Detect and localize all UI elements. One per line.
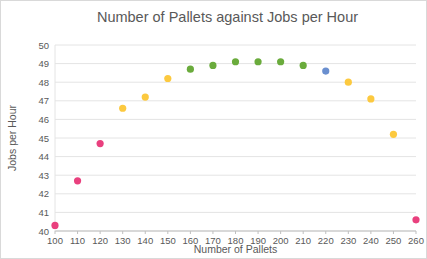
x-tick-label: 130 <box>115 235 131 246</box>
y-axis-label: Jobs per Hour <box>6 105 18 171</box>
chart: Number of Pallets against Jobs per Hour 4… <box>0 0 427 259</box>
x-tick-label: 260 <box>408 235 424 246</box>
point <box>74 177 81 184</box>
point <box>300 62 307 69</box>
grid-line <box>55 45 416 46</box>
y-axis <box>55 45 56 231</box>
x-tick-label: 220 <box>318 235 334 246</box>
grid-line <box>55 100 416 101</box>
y-tick-label: 41 <box>38 207 49 218</box>
y-tick-label: 43 <box>38 170 49 181</box>
x-axis-label: Number of Pallets <box>194 243 277 255</box>
x-tick-label: 140 <box>137 235 153 246</box>
grid-line <box>55 119 416 120</box>
point <box>187 66 194 73</box>
y-tick-label: 50 <box>38 40 49 51</box>
x-tick-label: 110 <box>70 235 85 246</box>
chart-background <box>1 1 427 259</box>
y-tick-label: 46 <box>38 114 49 125</box>
x-tick-label: 240 <box>363 235 379 246</box>
point <box>345 79 352 86</box>
y-tick-label: 42 <box>38 188 49 199</box>
grid-line <box>55 231 416 232</box>
point <box>412 216 419 223</box>
grid-line <box>55 138 416 139</box>
x-tick-label: 210 <box>295 235 311 246</box>
grid-line <box>55 82 416 83</box>
point <box>119 105 126 112</box>
y-tick-label: 48 <box>38 77 49 88</box>
x-axis <box>55 231 416 232</box>
y-tick-label: 49 <box>38 58 49 69</box>
point <box>51 222 58 229</box>
point <box>390 131 397 138</box>
title: Number of Pallets against Jobs per Hour <box>97 9 358 25</box>
x-tick-label: 150 <box>160 235 176 246</box>
point <box>277 58 284 65</box>
x-tick-label: 100 <box>47 235 63 246</box>
x-tick-label: 120 <box>92 235 108 246</box>
x-tick-label: 230 <box>340 235 356 246</box>
grid-line <box>55 156 416 157</box>
points <box>51 58 419 229</box>
x-tick-label: 250 <box>386 235 402 246</box>
point <box>142 93 149 100</box>
grid-line <box>55 175 416 176</box>
point <box>254 58 261 65</box>
point <box>232 58 239 65</box>
y-tick-label: 45 <box>38 133 49 144</box>
point <box>209 62 216 69</box>
point <box>322 67 329 74</box>
point <box>97 140 104 147</box>
grid-line <box>55 193 416 194</box>
point <box>164 75 171 82</box>
point <box>367 95 374 102</box>
y-tick-label: 44 <box>38 151 49 162</box>
y-tick-label: 47 <box>38 95 49 106</box>
grid-line <box>55 212 416 213</box>
